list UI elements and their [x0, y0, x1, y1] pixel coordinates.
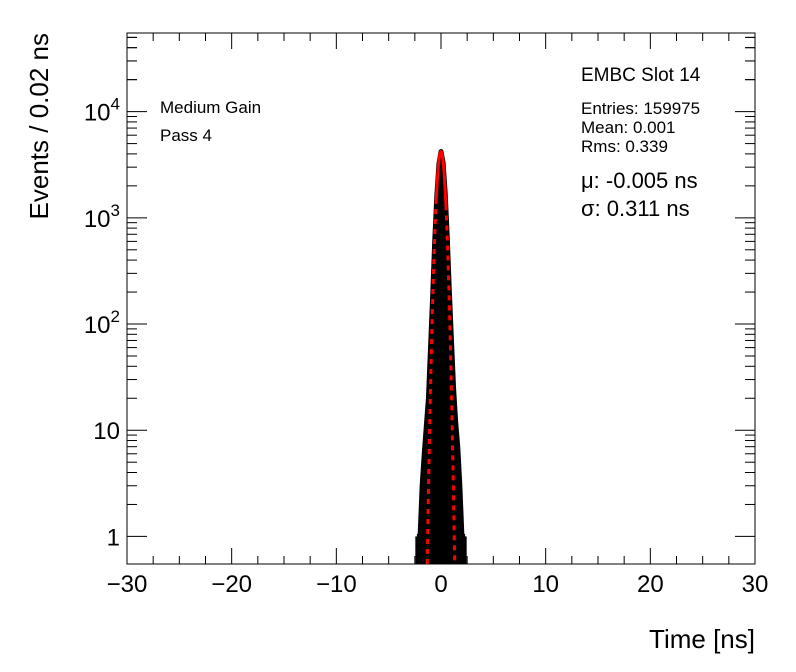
- histogram-bin: [441, 162, 445, 565]
- fit-curve: [425, 150, 457, 565]
- annotation-pass: Pass 4: [160, 126, 212, 145]
- histogram-bin: [463, 536, 467, 564]
- x-tick-label: −20: [211, 571, 252, 598]
- histogram-bin: [431, 296, 435, 564]
- x-axis-title: Time [ns]: [649, 624, 755, 654]
- x-tick-label: −10: [316, 571, 357, 598]
- histogram-series: [415, 149, 467, 565]
- x-tick-label: 10: [532, 571, 559, 598]
- x-tick-label: 30: [742, 571, 769, 598]
- y-axis-ticks: 1 10 102 103 104: [84, 36, 755, 551]
- x-tick-label: 0: [434, 571, 447, 598]
- fit-curve-left-dashed: [425, 203, 438, 565]
- y-axis-title: Events / 0.02 ns: [24, 33, 54, 219]
- histogram-bin: [447, 292, 451, 564]
- histogram-bin: [449, 340, 454, 564]
- annotation-title: EMBC Slot 14: [581, 65, 701, 86]
- y-tick-label: 1: [107, 524, 120, 551]
- histogram-bin: [460, 536, 464, 564]
- histogram-bin: [424, 425, 428, 564]
- x-tick-label: −30: [107, 571, 148, 598]
- histogram-bin: [428, 347, 433, 564]
- fit-curve-solid: [434, 150, 448, 206]
- histogram-bin: [435, 196, 439, 564]
- histogram-bin: [439, 151, 443, 564]
- stat-rms: Rms: 0.339: [581, 137, 668, 156]
- histogram-bin: [433, 241, 437, 565]
- histogram-bin: [422, 453, 426, 564]
- x-tick-label: 20: [637, 571, 664, 598]
- stat-mean: Mean: 0.001: [581, 118, 676, 137]
- histogram-bin: [437, 164, 441, 564]
- histogram-bin: [418, 536, 422, 564]
- fit-sigma: σ: 0.311 ns: [581, 196, 690, 221]
- annotation-gain: Medium Gain: [160, 98, 261, 117]
- histogram-bin: [415, 536, 419, 564]
- y-tick-label: 10: [93, 418, 120, 445]
- y-tick-label: 103: [84, 201, 120, 233]
- fit-mean: μ: -0.005 ns: [581, 168, 698, 193]
- histogram-bin: [454, 421, 458, 564]
- stat-entries: Entries: 159975: [581, 99, 700, 118]
- histogram-bin: [443, 193, 447, 564]
- x-axis-ticks: −30 −20 −10 0 10 20 30: [107, 33, 769, 598]
- y-tick-label: 104: [84, 95, 120, 127]
- y-tick-label: 102: [84, 307, 120, 339]
- histogram-bin: [456, 446, 460, 564]
- histogram-bin: [445, 237, 449, 564]
